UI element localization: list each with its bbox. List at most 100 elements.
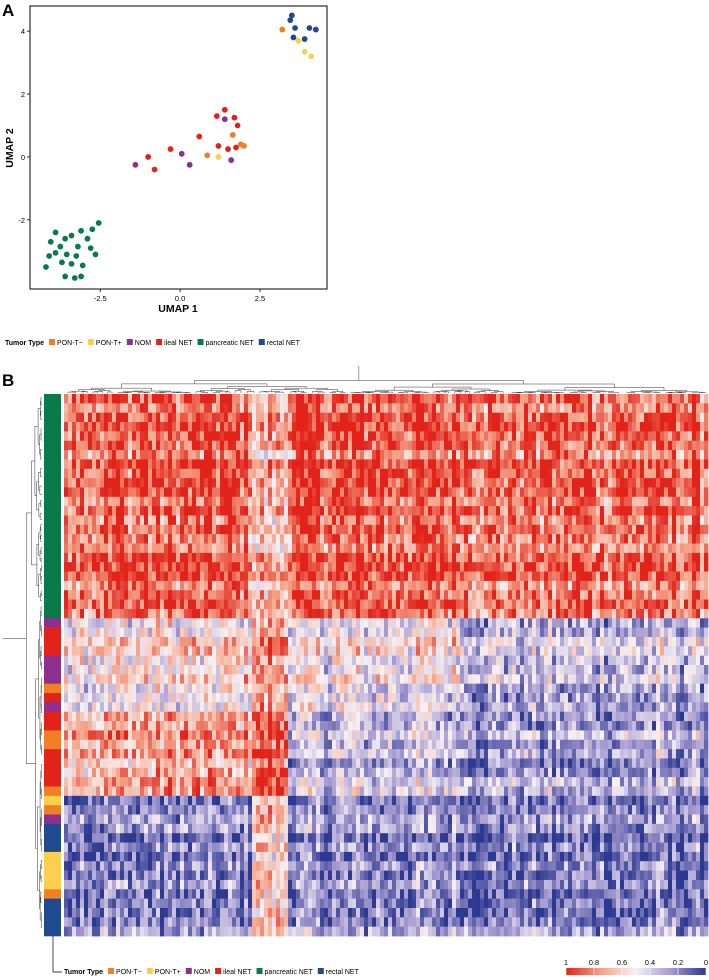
scatter-point [92, 251, 99, 258]
heatmap-cell [484, 440, 489, 451]
heatmap-cell [156, 580, 161, 591]
heatmap-cell [368, 440, 373, 451]
heatmap-cell [116, 543, 121, 554]
heatmap-cell [348, 394, 353, 404]
heatmap-cell [192, 487, 197, 498]
scatter-point [221, 106, 228, 113]
heatmap-cell [440, 571, 445, 582]
heatmap-cell [400, 506, 405, 516]
heatmap-cell [340, 580, 345, 591]
heatmap-cell [340, 422, 345, 432]
heatmap-cell [312, 422, 317, 432]
heatmap-cell [636, 599, 641, 610]
heatmap-cell [436, 506, 441, 516]
heatmap-cell [248, 496, 253, 507]
heatmap-cell [476, 534, 481, 544]
heatmap-cell [552, 562, 557, 572]
heatmap-cell [176, 524, 181, 535]
heatmap-cell [556, 440, 561, 451]
heatmap-cell [260, 459, 265, 470]
heatmap-cell [164, 608, 169, 619]
heatmap-cell [260, 496, 265, 507]
heatmap-cell [376, 478, 381, 488]
heatmap-cell [92, 450, 97, 460]
heatmap-cell [292, 618, 297, 629]
heatmap-cell [252, 552, 257, 563]
heatmap-cell [512, 403, 517, 414]
heatmap-cell [376, 571, 381, 582]
heatmap-cell [76, 524, 81, 535]
heatmap-cell [200, 450, 205, 460]
heatmap-cell [548, 562, 553, 572]
scatter-point [312, 26, 319, 33]
heatmap-cell [336, 636, 341, 647]
heatmap-cell [168, 487, 173, 498]
heatmap-cell [420, 534, 425, 544]
heatmap-cell [360, 580, 365, 591]
heatmap-cell [232, 590, 237, 600]
heatmap-cell [124, 506, 129, 516]
heatmap-cell [692, 496, 697, 507]
heatmap-cell [132, 524, 137, 535]
heatmap-cell [572, 403, 577, 414]
heatmap-cell [464, 590, 469, 600]
heatmap-cell [220, 608, 225, 619]
heatmap-cell [320, 468, 325, 479]
heatmap-cell [80, 599, 85, 610]
heatmap-cell [404, 431, 409, 442]
heatmap-cell [544, 412, 549, 423]
heatmap-cell [608, 394, 613, 404]
heatmap-cell [584, 580, 589, 591]
heatmap-cell [64, 506, 69, 516]
heatmap-cell [696, 599, 701, 610]
heatmap-cell [604, 618, 609, 629]
heatmap-cell [348, 599, 353, 610]
heatmap-cell [544, 590, 549, 600]
heatmap-cell [208, 646, 213, 657]
heatmap-cell [432, 599, 437, 610]
heatmap-cell [428, 608, 433, 619]
heatmap-cell [72, 580, 77, 591]
heatmap-cell [156, 552, 161, 563]
heatmap-cell [676, 515, 681, 526]
legend-swatch [197, 339, 204, 345]
heatmap-cell [372, 571, 377, 582]
heatmap-cell [264, 636, 269, 647]
heatmap-cell [264, 608, 269, 619]
heatmap-cell [668, 496, 673, 507]
heatmap-cell [208, 403, 213, 414]
heatmap-cell [588, 534, 593, 544]
heatmap-cell [64, 496, 69, 507]
heatmap-cell [664, 403, 669, 414]
heatmap-cell [284, 590, 289, 600]
heatmap-cell [316, 487, 321, 498]
heatmap-cell [304, 627, 309, 638]
heatmap-cell [236, 608, 241, 619]
heatmap-cell [296, 403, 301, 414]
heatmap-cell [624, 608, 629, 619]
heatmap-cell [244, 496, 249, 507]
heatmap-cell [124, 412, 129, 423]
heatmap-cell [280, 552, 285, 563]
heatmap-cell [192, 524, 197, 535]
heatmap-cell [664, 506, 669, 516]
heatmap-cell [336, 515, 341, 526]
heatmap-cell [592, 487, 597, 498]
heatmap-cell [304, 608, 309, 619]
heatmap-cell [528, 571, 533, 582]
heatmap-cell [404, 394, 409, 404]
heatmap-cell [368, 506, 373, 516]
heatmap-cell [196, 552, 201, 563]
heatmap-cell [280, 515, 285, 526]
heatmap-cell [160, 450, 165, 460]
heatmap-cell [676, 543, 681, 554]
heatmap-cell [88, 506, 93, 516]
heatmap-cell [236, 590, 241, 600]
heatmap-cell [432, 478, 437, 488]
heatmap-cell [588, 636, 593, 647]
heatmap-cell [608, 618, 613, 629]
heatmap-cell [364, 552, 369, 563]
heatmap-cell [560, 590, 565, 600]
heatmap-cell [332, 627, 337, 638]
heatmap-cell [240, 534, 245, 544]
